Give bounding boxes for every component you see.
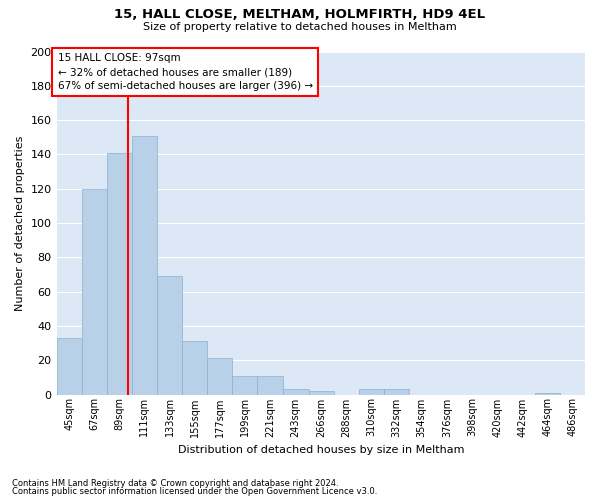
Bar <box>257 376 283 394</box>
Bar <box>384 390 409 394</box>
Text: Contains HM Land Registry data © Crown copyright and database right 2024.: Contains HM Land Registry data © Crown c… <box>12 478 338 488</box>
Text: Size of property relative to detached houses in Meltham: Size of property relative to detached ho… <box>143 22 457 32</box>
Bar <box>157 276 182 394</box>
Bar <box>232 376 257 394</box>
Bar <box>56 338 82 394</box>
Text: 15, HALL CLOSE, MELTHAM, HOLMFIRTH, HD9 4EL: 15, HALL CLOSE, MELTHAM, HOLMFIRTH, HD9 … <box>115 8 485 20</box>
X-axis label: Distribution of detached houses by size in Meltham: Distribution of detached houses by size … <box>178 445 464 455</box>
Bar <box>182 342 207 394</box>
Bar <box>107 152 132 394</box>
Bar <box>535 393 560 394</box>
Y-axis label: Number of detached properties: Number of detached properties <box>15 136 25 310</box>
Text: 15 HALL CLOSE: 97sqm
← 32% of detached houses are smaller (189)
67% of semi-deta: 15 HALL CLOSE: 97sqm ← 32% of detached h… <box>58 53 313 91</box>
Bar <box>82 188 107 394</box>
Bar <box>207 358 232 394</box>
Bar <box>359 390 384 394</box>
Bar <box>283 390 309 394</box>
Bar <box>132 136 157 394</box>
Text: Contains public sector information licensed under the Open Government Licence v3: Contains public sector information licen… <box>12 487 377 496</box>
Bar <box>309 391 334 394</box>
